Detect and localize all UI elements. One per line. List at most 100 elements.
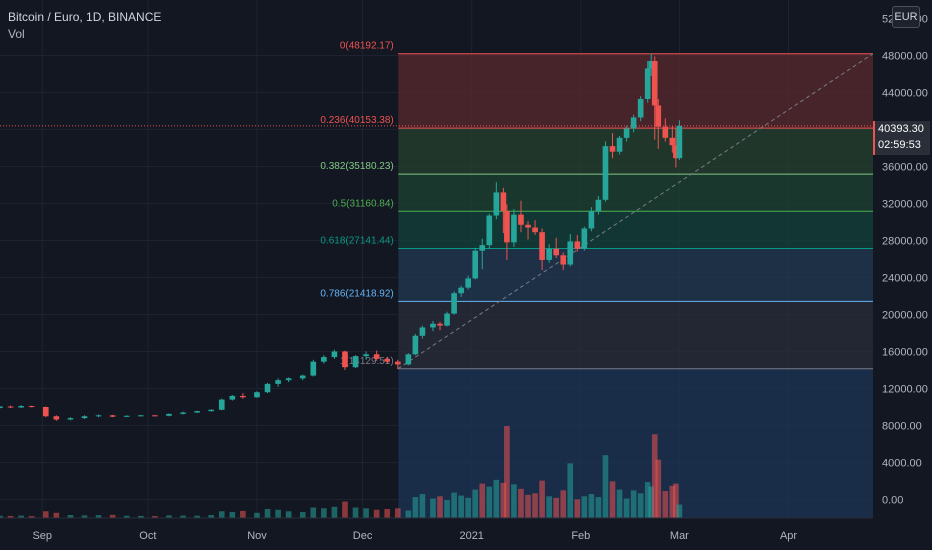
- volume-bars: [0, 426, 683, 518]
- volume-bar: [458, 495, 464, 518]
- fib-level-label: 0.618(27141.44): [320, 235, 393, 246]
- volume-bar: [451, 492, 457, 518]
- candle-body: [479, 245, 486, 251]
- fib-zone: [397, 53, 873, 129]
- candle-body: [532, 227, 538, 233]
- volume-bar: [342, 501, 348, 518]
- candle-body: [240, 395, 246, 398]
- candle-body: [655, 105, 662, 127]
- price-axis[interactable]: 52000.0048000.0044000.0040000.0036000.00…: [873, 0, 932, 550]
- volume-bar: [595, 497, 602, 518]
- volume-bar: [518, 488, 524, 518]
- candle-body: [109, 415, 116, 417]
- candle-body: [644, 68, 651, 99]
- volume-bar: [299, 512, 306, 518]
- candle-body: [264, 383, 271, 393]
- volume-bar: [254, 512, 260, 518]
- candle-body: [465, 278, 471, 288]
- candle-body: [352, 356, 359, 368]
- candle-body: [637, 98, 644, 118]
- fib-zone: [397, 211, 873, 249]
- volume-bar: [53, 512, 60, 518]
- candle-body: [539, 232, 545, 260]
- candle-body: [123, 415, 130, 417]
- candle-body: [95, 415, 102, 417]
- price-tick-label: 16000.00: [882, 347, 928, 359]
- volume-bar: [602, 455, 609, 518]
- time-tick-label: Feb: [571, 530, 590, 542]
- price-tick-label: 36000.00: [882, 162, 928, 174]
- volume-bar: [123, 515, 130, 518]
- candle-body: [458, 287, 464, 294]
- time-tick-label: Dec: [353, 530, 373, 542]
- fib-zone: [397, 128, 873, 175]
- volume-bar: [18, 515, 24, 518]
- volume-bar: [500, 482, 507, 518]
- volume-bar: [218, 511, 225, 518]
- volume-bar: [412, 497, 419, 518]
- volume-bar: [405, 510, 412, 518]
- price-tick-label: 0.00: [882, 495, 903, 507]
- candle-body: [166, 413, 172, 416]
- volume-bar: [384, 509, 391, 518]
- candle-body: [595, 199, 602, 211]
- candle-body: [609, 146, 616, 152]
- candle-body: [194, 411, 200, 413]
- time-tick-label: Mar: [670, 530, 689, 542]
- price-tick-label: 8000.00: [882, 421, 922, 433]
- time-axis[interactable]: Sep Oct Nov Dec 2021 Feb Mar Apr: [0, 517, 873, 550]
- volume-bar: [194, 515, 200, 518]
- candle-body: [430, 323, 436, 328]
- price-tick-label: 20000.00: [882, 310, 928, 322]
- volume-bar: [152, 516, 158, 518]
- candle-body: [662, 126, 669, 138]
- candle-body: [331, 351, 338, 358]
- candle-body: [567, 241, 574, 265]
- volume-bar: [560, 490, 567, 518]
- candle-body: [602, 146, 609, 200]
- candle-body: [373, 354, 380, 359]
- volume-bar: [67, 515, 74, 518]
- volume-bar: [567, 463, 574, 518]
- volume-bar: [137, 515, 144, 518]
- volume-bar: [553, 497, 560, 518]
- candle-body: [673, 145, 679, 159]
- fib-level-label: 0.786(21418.92): [320, 288, 393, 299]
- candle-body: [560, 255, 567, 265]
- volume-bar: [363, 508, 369, 518]
- currency-badge[interactable]: EUR: [892, 6, 920, 28]
- fib-zone: [397, 301, 873, 369]
- volume-bar: [419, 494, 426, 518]
- symbol-title[interactable]: Bitcoin / Euro, 1D, BINANCE: [8, 10, 162, 24]
- candle-body: [384, 358, 391, 362]
- volume-label[interactable]: Vol: [8, 27, 25, 41]
- candle-body: [275, 380, 281, 384]
- candle-body: [208, 409, 215, 412]
- fibonacci-retracement[interactable]: 0(48192.17) 0.236(40153.38) 0.382(35180.23…: [0, 41, 874, 518]
- fib-zone: [397, 248, 873, 302]
- fib-level-label: 0(48192.17): [340, 41, 394, 52]
- volume-bar: [465, 497, 471, 518]
- candle-body: [574, 241, 581, 249]
- candle-body: [553, 248, 560, 256]
- candle-body: [310, 361, 317, 376]
- volume-bar: [662, 491, 669, 518]
- volume-bar: [264, 509, 271, 518]
- candle-body: [299, 375, 306, 379]
- candle-body: [229, 395, 236, 400]
- fib-level-label: 0.5(31160.84): [332, 198, 394, 209]
- candle-body: [363, 354, 369, 357]
- candle-body: [493, 192, 500, 216]
- candle-body: [67, 418, 74, 420]
- candle-body: [7, 406, 14, 408]
- volume-bar: [321, 508, 327, 518]
- candle-body: [676, 125, 683, 159]
- price-tick-label: 44000.00: [882, 88, 928, 100]
- volume-bar: [444, 500, 450, 518]
- volume-bar: [0, 515, 3, 518]
- volume-bar: [472, 489, 479, 518]
- candle-body: [525, 224, 531, 228]
- volume-bar: [539, 480, 545, 518]
- candle-body: [18, 406, 24, 408]
